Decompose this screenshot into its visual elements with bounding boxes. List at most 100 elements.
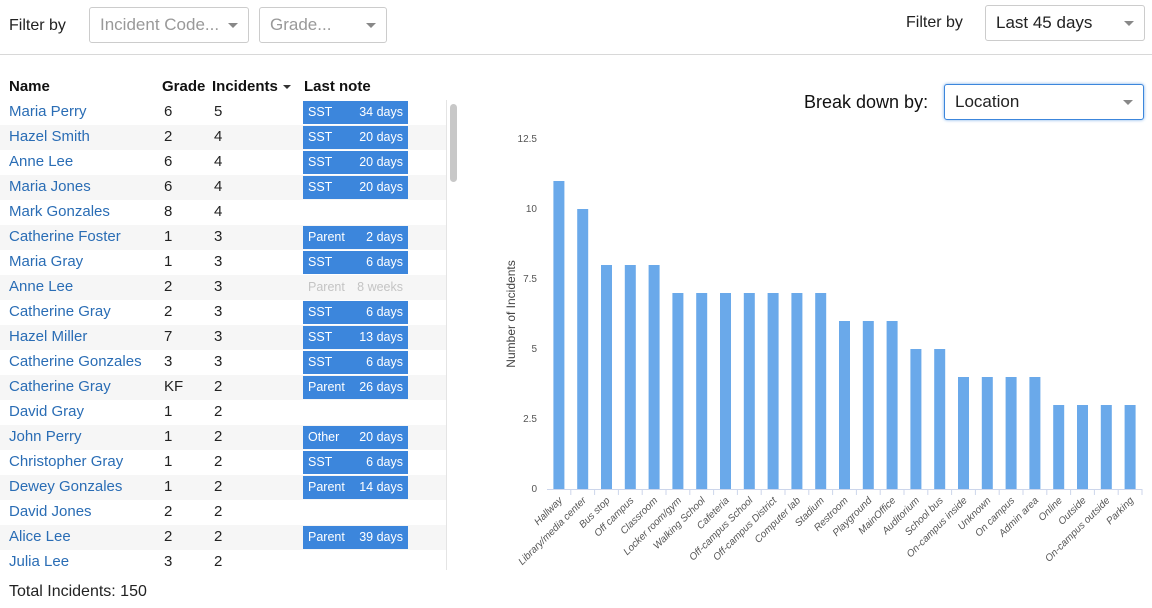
table-row[interactable]: Dewey Gonzales 1 2 Parent 14 days xyxy=(0,475,446,500)
student-incidents: 2 xyxy=(214,503,223,520)
student-name-link[interactable]: Christopher Gray xyxy=(9,453,124,470)
table-row[interactable]: Maria Gray 1 3 SST 6 days xyxy=(0,250,446,275)
bar[interactable] xyxy=(934,349,946,489)
table-row[interactable]: Maria Perry 6 5 SST 34 days xyxy=(0,100,446,125)
bar[interactable] xyxy=(553,181,565,489)
student-name-link[interactable]: John Perry xyxy=(9,428,82,445)
last-note-badge[interactable]: SST 6 days xyxy=(303,451,408,474)
table-row[interactable]: Catherine Gray KF 2 Parent 26 days xyxy=(0,375,446,400)
table-row[interactable]: Mark Gonzales 8 4 xyxy=(0,200,446,225)
bar[interactable] xyxy=(958,377,969,489)
bar[interactable] xyxy=(981,377,993,489)
table-row[interactable]: Anne Lee 2 3 Parent 8 weeks xyxy=(0,275,446,300)
table-row[interactable]: Catherine Foster 1 3 Parent 2 days xyxy=(0,225,446,250)
last-note-badge[interactable]: SST 6 days xyxy=(303,251,408,274)
student-name-link[interactable]: Catherine Gray xyxy=(9,303,111,320)
student-incidents: 2 xyxy=(214,403,223,420)
table-row[interactable]: Hazel Smith 2 4 SST 20 days xyxy=(0,125,446,150)
table-row[interactable]: Hazel Miller 7 3 SST 13 days xyxy=(0,325,446,350)
student-name-link[interactable]: Catherine Gray xyxy=(9,378,111,395)
scrollbar-thumb[interactable] xyxy=(450,104,457,182)
last-note-badge[interactable]: Other 20 days xyxy=(303,426,408,449)
table-row[interactable]: Maria Jones 6 4 SST 20 days xyxy=(0,175,446,200)
student-incidents: 3 xyxy=(214,353,223,370)
last-note-badge[interactable]: Parent 26 days xyxy=(303,376,408,399)
last-note-badge[interactable]: Parent 14 days xyxy=(303,476,408,499)
student-grade: 1 xyxy=(164,478,173,495)
bar[interactable] xyxy=(1029,377,1041,489)
bar[interactable] xyxy=(886,321,898,489)
bar[interactable] xyxy=(767,293,779,489)
last-note-badge[interactable]: SST 20 days xyxy=(303,151,408,174)
last-note-badge[interactable]: SST 20 days xyxy=(303,126,408,149)
student-incidents: 4 xyxy=(214,153,223,170)
bar[interactable] xyxy=(815,293,827,489)
student-name-link[interactable]: Maria Perry xyxy=(9,103,87,120)
last-note-badge[interactable]: SST 13 days xyxy=(303,326,408,349)
student-name-link[interactable]: Anne Lee xyxy=(9,153,74,170)
table-row[interactable]: John Perry 1 2 Other 20 days xyxy=(0,425,446,450)
student-name-link[interactable]: Anne Lee xyxy=(9,278,74,295)
student-incidents: 4 xyxy=(214,203,223,220)
last-note-badge[interactable]: Parent 8 weeks xyxy=(303,276,408,299)
header-incidents[interactable]: Incidents xyxy=(212,78,291,95)
last-note-badge[interactable]: Parent 2 days xyxy=(303,226,408,249)
student-name-link[interactable]: David Gray xyxy=(9,403,85,420)
student-name-link[interactable]: Dewey Gonzales xyxy=(9,478,123,495)
student-name-link[interactable]: David Jones xyxy=(9,503,92,520)
incident-code-select[interactable]: Incident Code... xyxy=(89,7,249,43)
table-row[interactable]: David Gray 1 2 xyxy=(0,400,446,425)
grade-placeholder: Grade... xyxy=(270,15,332,34)
table-row[interactable]: Alice Lee 2 2 Parent 39 days xyxy=(0,525,446,550)
student-name-link[interactable]: Alice Lee xyxy=(9,528,71,545)
student-name-link[interactable]: Catherine Foster xyxy=(9,228,121,245)
student-name-link[interactable]: Julia Lee xyxy=(9,553,70,570)
chevron-down-icon xyxy=(228,23,238,28)
header-name[interactable]: Name xyxy=(9,78,50,95)
student-name-link[interactable]: Hazel Miller xyxy=(9,328,88,345)
bar[interactable] xyxy=(839,321,850,489)
student-name-link[interactable]: Maria Jones xyxy=(9,178,91,195)
table-row[interactable]: David Jones 2 2 xyxy=(0,500,446,525)
bar[interactable] xyxy=(601,265,612,489)
header-last-note[interactable]: Last note xyxy=(304,78,371,95)
bar[interactable] xyxy=(1077,405,1088,489)
table-body[interactable]: Maria Perry 6 5 SST 34 days Hazel Smith 2 4 SST 2… xyxy=(0,100,446,570)
breakdown-select[interactable]: Location xyxy=(944,84,1144,120)
bar[interactable] xyxy=(1053,405,1065,489)
bar[interactable] xyxy=(696,293,708,489)
last-note-badge[interactable]: SST 6 days xyxy=(303,301,408,324)
bar[interactable] xyxy=(910,349,922,489)
last-note-badge[interactable]: SST 6 days xyxy=(303,351,408,374)
last-note-badge[interactable]: SST 34 days xyxy=(303,101,408,124)
student-name-link[interactable]: Catherine Gonzales xyxy=(9,353,142,370)
bar[interactable] xyxy=(720,293,731,489)
note-type: Parent xyxy=(308,380,345,394)
table-row[interactable]: Julia Lee 3 2 xyxy=(0,550,446,570)
student-name-link[interactable]: Mark Gonzales xyxy=(9,203,110,220)
time-range-value: Last 45 days xyxy=(996,13,1093,32)
bar[interactable] xyxy=(743,293,755,489)
table-row[interactable]: Catherine Gray 2 3 SST 6 days xyxy=(0,300,446,325)
time-range-select[interactable]: Last 45 days xyxy=(985,5,1145,41)
table-row[interactable]: Catherine Gonzales 3 3 SST 6 days xyxy=(0,350,446,375)
table-row[interactable]: Anne Lee 6 4 SST 20 days xyxy=(0,150,446,175)
student-name-link[interactable]: Maria Gray xyxy=(9,253,84,270)
bar[interactable] xyxy=(672,293,684,489)
bar[interactable] xyxy=(1124,405,1136,489)
last-note-badge[interactable]: Parent 39 days xyxy=(303,526,408,549)
header-grade[interactable]: Grade xyxy=(162,78,206,95)
scrollbar[interactable] xyxy=(446,100,459,570)
last-note-badge[interactable]: SST 20 days xyxy=(303,176,408,199)
grade-select[interactable]: Grade... xyxy=(259,7,387,43)
bar[interactable] xyxy=(577,209,589,489)
bar[interactable] xyxy=(1005,377,1017,489)
bar[interactable] xyxy=(1100,405,1112,489)
chevron-down-icon xyxy=(1123,100,1133,105)
bar[interactable] xyxy=(791,293,803,489)
bar[interactable] xyxy=(648,265,660,489)
table-row[interactable]: Christopher Gray 1 2 SST 6 days xyxy=(0,450,446,475)
student-name-link[interactable]: Hazel Smith xyxy=(9,128,90,145)
bar[interactable] xyxy=(862,321,874,489)
bar[interactable] xyxy=(624,265,636,489)
